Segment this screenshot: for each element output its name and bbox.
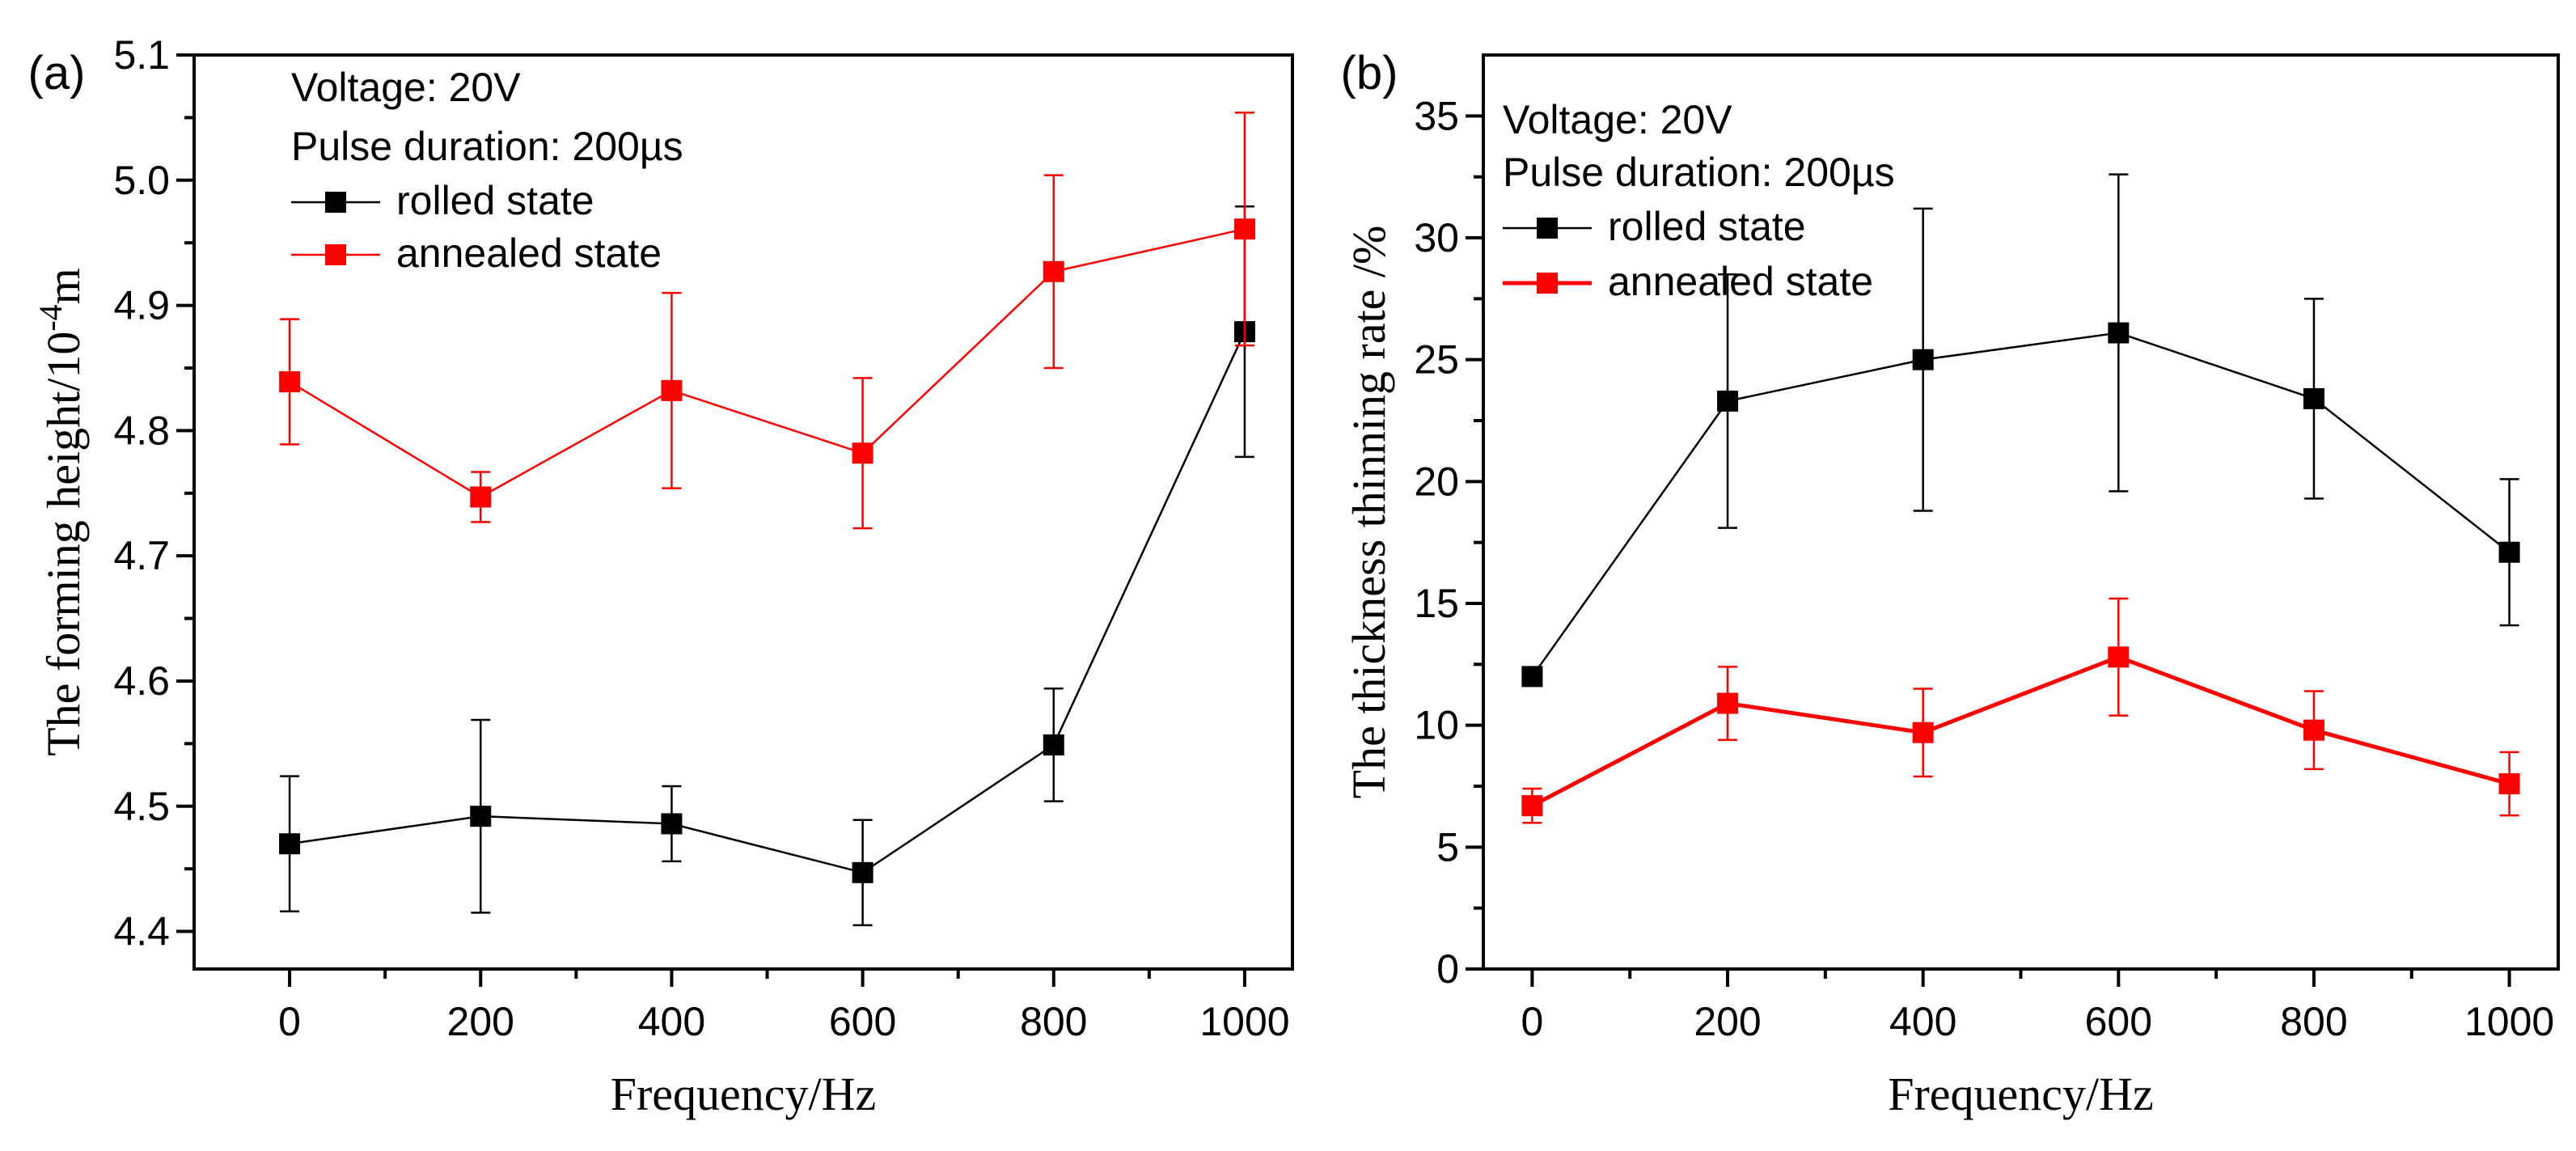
x-tick-label: 0 bbox=[278, 999, 301, 1044]
x-axis-label: Frequency/Hz bbox=[611, 1068, 877, 1120]
x-tick-label: 600 bbox=[2085, 999, 2152, 1044]
series-line bbox=[1531, 654, 2510, 808]
legend-label: rolled state bbox=[1608, 204, 1806, 249]
annotation-voltage: Voltage: 20V bbox=[1503, 97, 1732, 142]
y-tick-label: 5.1 bbox=[113, 32, 170, 78]
x-tick-label: 1000 bbox=[2464, 999, 2554, 1044]
data-point bbox=[1717, 692, 1739, 714]
data-point bbox=[1043, 260, 1064, 282]
data-point bbox=[279, 371, 301, 393]
chart-panel-a: (a) 0 200 400 600 800 1000 4.4 4.5 4.6 4.7 4.8 4.9 5.… bbox=[28, 32, 1294, 1120]
y-axis-label: The forming height/10-4m bbox=[32, 268, 90, 756]
data-point bbox=[2108, 646, 2130, 668]
y-tick-label: 35 bbox=[1414, 93, 1459, 138]
x-tick-label: 200 bbox=[447, 999, 514, 1044]
x-tick-label: 200 bbox=[1694, 999, 1761, 1044]
y-tick-label: 4.4 bbox=[113, 909, 170, 954]
legend-marker bbox=[1537, 273, 1558, 294]
legend-label: annealed state bbox=[1608, 259, 1873, 304]
y-tick-label: 5 bbox=[1436, 824, 1459, 870]
y-tick-label: 25 bbox=[1414, 337, 1459, 383]
series-line bbox=[289, 227, 1246, 498]
panel-label: (a) bbox=[28, 47, 86, 99]
plot-frame bbox=[192, 53, 1294, 971]
y-axis-label-text: The forming height/10 bbox=[37, 332, 90, 756]
y-axis-label: The thickness thinning rate /% bbox=[1343, 226, 1395, 799]
x-tick-label: 0 bbox=[1521, 999, 1544, 1044]
y-tick-label: 5.0 bbox=[113, 158, 170, 203]
legend-marker bbox=[1537, 218, 1558, 239]
y-axis-label-unit: m bbox=[37, 268, 90, 304]
y-tick-label: 4.8 bbox=[113, 408, 170, 453]
y-tick-label: 4.6 bbox=[113, 658, 170, 704]
y-tick-label: 4.9 bbox=[113, 283, 170, 328]
panel-label: (b) bbox=[1341, 47, 1398, 99]
data-point bbox=[852, 442, 873, 464]
y-axis-label-exponent: -4 bbox=[32, 304, 69, 331]
legend-label: rolled state bbox=[396, 178, 594, 223]
annotation-pulse-duration: Pulse duration: 200µs bbox=[291, 124, 683, 169]
data-point bbox=[661, 813, 683, 835]
data-point bbox=[1521, 795, 1543, 817]
data-point bbox=[2498, 541, 2520, 563]
data-point bbox=[1233, 218, 1255, 240]
legend-marker bbox=[325, 192, 346, 213]
y-tick-label: 4.7 bbox=[113, 533, 170, 578]
data-point bbox=[1521, 666, 1543, 688]
data-point bbox=[1912, 721, 1934, 743]
data-point bbox=[2303, 387, 2324, 409]
data-point bbox=[279, 833, 301, 855]
data-point bbox=[470, 806, 492, 827]
data-point bbox=[852, 861, 873, 883]
series-rolled-state bbox=[279, 205, 1255, 927]
data-point bbox=[661, 379, 683, 401]
series-line bbox=[1531, 332, 2510, 678]
series-rolled-state bbox=[1521, 173, 2520, 688]
x-tick-label: 400 bbox=[638, 999, 705, 1044]
x-tick-label: 400 bbox=[1889, 999, 1956, 1044]
y-tick-label: 4.5 bbox=[113, 784, 170, 829]
y-tick-label: 20 bbox=[1414, 459, 1459, 504]
data-point bbox=[1912, 349, 1934, 370]
y-tick-label: 15 bbox=[1414, 581, 1459, 626]
legend-marker bbox=[325, 244, 346, 265]
x-tick-label: 600 bbox=[829, 999, 896, 1044]
data-point bbox=[2498, 772, 2520, 794]
x-axis-label: Frequency/Hz bbox=[1888, 1068, 2154, 1120]
legend-label: annealed state bbox=[396, 231, 662, 276]
series-annealed-state bbox=[1521, 597, 2520, 824]
annotation-voltage: Voltage: 20V bbox=[291, 65, 521, 110]
y-tick-label: 30 bbox=[1414, 215, 1459, 260]
data-point bbox=[1043, 734, 1064, 755]
series-line bbox=[289, 331, 1246, 874]
data-point bbox=[2108, 322, 2130, 344]
data-point bbox=[1717, 390, 1739, 412]
y-tick-label: 10 bbox=[1414, 703, 1459, 748]
data-point bbox=[470, 486, 492, 508]
annotation-pulse-duration: Pulse duration: 200µs bbox=[1503, 150, 1895, 195]
y-tick-label: 0 bbox=[1436, 946, 1459, 992]
chart-panel-b: (b) 0 200 400 600 800 1000 0 5 10 15 20 25 30 35 Freque… bbox=[1341, 47, 2560, 1120]
x-tick-label: 800 bbox=[2280, 999, 2347, 1044]
data-point bbox=[2303, 719, 2324, 741]
series-annealed-state bbox=[279, 111, 1255, 530]
x-tick-label: 1000 bbox=[1199, 999, 1289, 1044]
x-tick-label: 800 bbox=[1020, 999, 1087, 1044]
